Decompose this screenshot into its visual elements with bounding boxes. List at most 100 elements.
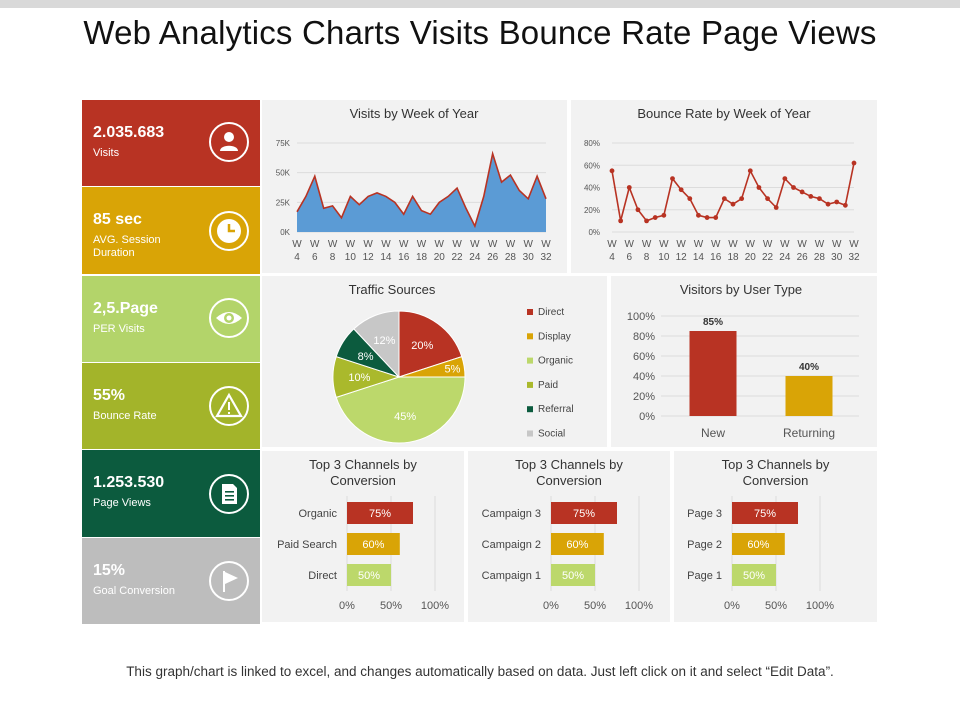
kpi-session-duration[interactable]: 85 sec AVG. Session Duration	[82, 187, 260, 274]
kpi-label: AVG. Session Duration	[93, 234, 161, 259]
x-tick-label: 50%	[380, 600, 402, 612]
x-tick-label: 0%	[724, 600, 740, 612]
x-category-label: Returning	[783, 426, 835, 440]
x-tick-label: 0%	[339, 600, 355, 612]
visits-area	[297, 153, 546, 232]
flag-icon	[209, 561, 249, 601]
bounce-point	[644, 218, 649, 224]
kpi-value: 85 sec	[93, 211, 142, 228]
y-tick-label: 100%	[627, 311, 655, 323]
x-tick-label: W 26	[797, 239, 809, 263]
conversion-bar	[551, 502, 617, 524]
bar-returning	[785, 376, 833, 416]
kpi-pages-per-visit[interactable]: 2,5.Page PER Visits	[82, 276, 260, 362]
kpi-bounce-rate[interactable]: 55% Bounce Rate	[82, 363, 260, 449]
kpi-value: 2,5.Page	[93, 300, 158, 317]
category-label: Campaign 2	[482, 539, 541, 551]
category-label: Page 1	[687, 570, 722, 582]
x-tick-label: W 14	[693, 239, 705, 263]
pie-label: 5%	[445, 364, 461, 376]
chart-title: Top 3 Channels by Conversion	[722, 457, 830, 488]
bar-value-label: 85%	[703, 317, 723, 328]
kpi-visits[interactable]: 2.035.683 Visits	[82, 100, 260, 186]
x-tick-label: 100%	[421, 600, 449, 612]
chart-title: Top 3 Channels by Conversion	[515, 457, 623, 488]
x-tick-label: W 24	[469, 239, 481, 263]
y-tick-label: 60%	[584, 161, 600, 170]
pie-slice-organic	[335, 376, 466, 444]
legend-swatch	[527, 357, 533, 364]
bounce-point	[678, 187, 684, 193]
y-tick-label: 60%	[633, 351, 655, 363]
pie-label: 10%	[348, 372, 370, 384]
pie-label: 45%	[394, 411, 416, 423]
category-label: Direct	[308, 570, 337, 582]
visits-chart: Visits by Week of Year 0K 25K 50K 75K W 4 W 6 W 8 W…	[276, 106, 552, 263]
conversion-panel-3: Top 3 Channels by Conversion 75% Page 3 60% P…	[674, 451, 877, 622]
legend-swatch	[527, 333, 533, 340]
legend-label: Social	[538, 429, 565, 440]
bar-value-label: 50%	[743, 570, 765, 582]
pie-slice-direct	[398, 310, 463, 378]
x-tick-label: 0%	[543, 600, 559, 612]
footer-note: This graph/chart is linked to excel, and…	[126, 664, 834, 679]
visits-chart-panel: Visits by Week of Year 0K 25K 50K 75K W 4 W 6 W 8 W…	[262, 100, 567, 273]
category-label: Page 3	[687, 508, 722, 520]
kpi-page-views[interactable]: 1.253.530 Page Views	[82, 450, 260, 537]
user-type-chart: Visitors by User Type 0% 20% 40% 60% 80% 100% 8…	[627, 282, 859, 440]
kpi-goal-conversion[interactable]: 15% Goal Conversion	[82, 538, 260, 624]
category-label: Campaign 3	[482, 508, 541, 520]
category-label: Organic	[298, 508, 337, 520]
kpi-value: 1.253.530	[93, 474, 165, 491]
legend-label: Display	[538, 331, 571, 342]
visits-line	[296, 150, 547, 229]
conversion-bar	[732, 564, 776, 586]
kpi-label: Bounce Rate	[93, 410, 157, 422]
conversion-bar	[551, 533, 604, 555]
y-tick-label: 80%	[584, 139, 600, 148]
kpi-label: Goal Conversion	[93, 585, 175, 597]
category-label: Paid Search	[277, 539, 337, 551]
pie-slice-social	[353, 310, 400, 379]
conversion-bar	[347, 564, 391, 586]
conversion-panel-1: Top 3 Channels by Conversion 75% Organic 60%…	[262, 451, 464, 622]
legend-label: Referral	[538, 404, 574, 415]
pie-label: 12%	[373, 335, 395, 347]
legend-swatch	[527, 406, 533, 413]
bar-new	[689, 331, 737, 416]
legend-label: Paid	[538, 380, 558, 391]
x-tick-label: W 32	[540, 239, 552, 263]
x-tick-label: W 26	[487, 239, 499, 263]
bounce-point	[782, 176, 788, 181]
conversion-bar	[551, 564, 595, 586]
x-tick-label: W 30	[831, 239, 843, 263]
y-tick-label: 50K	[276, 169, 291, 178]
kpi-value: 15%	[93, 562, 126, 579]
bar-value-label: 50%	[562, 570, 584, 582]
conversion-chart-1: Top 3 Channels by Conversion 75% Organic 60%…	[277, 457, 449, 612]
legend-label: Direct	[538, 307, 564, 318]
y-tick-label: 0%	[639, 411, 655, 423]
x-tick-label: W 10	[658, 239, 670, 263]
conversion-panel-2: Top 3 Channels by Conversion 75% Campaign 3…	[468, 451, 670, 622]
page-title: Web Analytics Charts Visits Bounce Rate …	[83, 14, 877, 51]
x-tick-label: 50%	[584, 600, 606, 612]
top-bar	[0, 0, 960, 8]
bounce-point	[834, 199, 840, 205]
bounce-point	[817, 196, 822, 202]
conversion-bar	[732, 533, 785, 555]
bounce-point	[696, 212, 701, 218]
chart-title: Top 3 Channels by Conversion	[309, 457, 417, 488]
user-type-panel: Visitors by User Type 0% 20% 40% 60% 80% 100% 8…	[611, 276, 877, 447]
chart-title: Visitors by User Type	[680, 282, 802, 297]
bounce-point	[773, 205, 779, 210]
bounce-point	[808, 194, 814, 199]
bar-value-label: 40%	[799, 362, 819, 373]
chart-title: Visits by Week of Year	[350, 106, 480, 121]
conversion-chart-3: Top 3 Channels by Conversion 75% Page 3 60% P…	[687, 457, 834, 612]
bounce-line	[611, 162, 855, 222]
bounce-point	[721, 196, 727, 202]
x-tick-label: W 12	[676, 239, 688, 263]
